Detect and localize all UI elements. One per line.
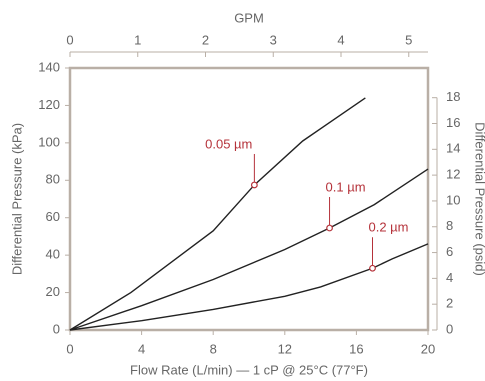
- y-tick-label: 100: [38, 134, 60, 149]
- y-tick-label: 40: [46, 247, 60, 262]
- series-label: 0.1 µm: [326, 179, 366, 194]
- top-tick-label: 3: [270, 32, 277, 47]
- right-tick-label: 16: [446, 115, 460, 130]
- marker: [250, 181, 258, 189]
- y-tick-label: 80: [46, 172, 60, 187]
- y-tick-label: 20: [46, 284, 60, 299]
- top-tick-label: 5: [405, 32, 412, 47]
- x-tick-label: 0: [66, 341, 73, 356]
- series-line: [69, 97, 366, 331]
- x-axis-label: Flow Rate (L/min) — 1 cP @ 25°C (77°F): [130, 362, 368, 377]
- top-tick-label: 1: [134, 32, 141, 47]
- marker: [369, 264, 376, 272]
- top-axis-label: GPM: [234, 10, 264, 25]
- right-tick-label: 4: [446, 270, 453, 285]
- right-tick-label: 2: [446, 296, 453, 311]
- series-line: [69, 243, 429, 331]
- right-tick-label: 0: [446, 321, 453, 336]
- series-label: 0.2 µm: [369, 220, 409, 235]
- y-axis-label: Differential Pressure (kPa): [9, 123, 24, 275]
- top-tick-label: 0: [66, 32, 73, 47]
- y-tick-label: 120: [38, 97, 60, 112]
- x-tick-label: 4: [138, 341, 145, 356]
- x-tick-label: 8: [210, 341, 217, 356]
- marker: [326, 224, 333, 232]
- right-tick-label: 18: [446, 89, 460, 104]
- top-tick-label: 4: [337, 32, 344, 47]
- plot-frame: [68, 66, 430, 332]
- series-label: 0.05 µm: [205, 136, 252, 151]
- y2-axis-label: Differential Pressure (psid): [473, 122, 485, 276]
- x-tick-label: 16: [349, 341, 363, 356]
- y-tick-label: 0: [53, 321, 60, 336]
- x-tick-label: 20: [421, 341, 435, 356]
- right-tick-label: 8: [446, 218, 453, 233]
- series-line: [69, 168, 429, 331]
- y-tick-label: 60: [46, 209, 60, 224]
- right-tick-label: 6: [446, 244, 453, 259]
- x-tick-label: 12: [278, 341, 292, 356]
- right-tick-label: 14: [446, 141, 460, 156]
- right-tick-label: 10: [446, 192, 460, 207]
- top-tick-label: 2: [202, 32, 209, 47]
- y-tick-label: 140: [38, 59, 60, 74]
- right-tick-label: 12: [446, 167, 460, 182]
